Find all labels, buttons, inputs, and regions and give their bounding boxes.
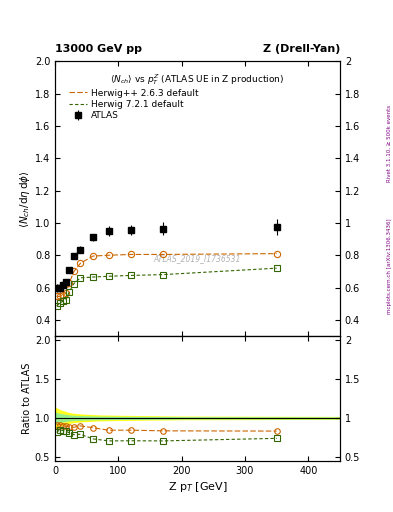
Herwig++ 2.6.3 default [54, 293, 59, 300]
Herwig++ 2.6.3 default [61, 292, 65, 298]
Herwig 7.2.1 default [54, 303, 59, 309]
Herwig 7.2.1 default [78, 275, 83, 281]
Herwig 7.2.1 default [67, 289, 72, 295]
Herwig++ 2.6.3 default [274, 250, 279, 257]
Herwig 7.2.1 default [61, 298, 65, 304]
Y-axis label: Ratio to ATLAS: Ratio to ATLAS [22, 362, 32, 434]
Herwig++ 2.6.3 default [64, 290, 68, 296]
Herwig 7.2.1 default [64, 296, 68, 303]
Herwig++ 2.6.3 default [129, 251, 133, 258]
Herwig++ 2.6.3 default [91, 253, 95, 259]
Herwig 7.2.1 default [160, 271, 165, 278]
Herwig++ 2.6.3 default [78, 260, 83, 266]
Herwig++ 2.6.3 default [72, 268, 76, 274]
Text: 13000 GeV pp: 13000 GeV pp [55, 44, 142, 54]
Herwig 7.2.1 default [129, 272, 133, 279]
Herwig++ 2.6.3 default [67, 280, 72, 286]
Herwig 7.2.1 default [72, 281, 76, 287]
Legend: Herwig++ 2.6.3 default, Herwig 7.2.1 default, ATLAS: Herwig++ 2.6.3 default, Herwig 7.2.1 def… [65, 85, 202, 124]
Text: $\langle N_{ch}\rangle$ vs $p_T^Z$ (ATLAS UE in Z production): $\langle N_{ch}\rangle$ vs $p_T^Z$ (ATLA… [110, 72, 285, 88]
Herwig++ 2.6.3 default [107, 252, 111, 259]
Herwig 7.2.1 default [91, 274, 95, 280]
Text: mcplots.cern.ch [arXiv:1306.3436]: mcplots.cern.ch [arXiv:1306.3436] [387, 219, 392, 314]
Herwig 7.2.1 default [274, 265, 279, 271]
Text: Z (Drell-Yan): Z (Drell-Yan) [263, 44, 340, 54]
Herwig++ 2.6.3 default [57, 293, 62, 300]
X-axis label: Z p$_T$ [GeV]: Z p$_T$ [GeV] [167, 480, 228, 494]
Line: Herwig 7.2.1 default: Herwig 7.2.1 default [57, 268, 277, 306]
Herwig 7.2.1 default [57, 300, 62, 306]
Y-axis label: $\langle N_{ch}/\mathrm{d}\eta\,\mathrm{d}\phi\rangle$: $\langle N_{ch}/\mathrm{d}\eta\,\mathrm{… [18, 170, 32, 227]
Herwig++ 2.6.3 default [160, 251, 165, 258]
Text: Rivet 3.1.10, ≥ 500k events: Rivet 3.1.10, ≥ 500k events [387, 105, 392, 182]
Text: ATLAS_2019_I1736531: ATLAS_2019_I1736531 [154, 254, 241, 264]
Line: Herwig++ 2.6.3 default: Herwig++ 2.6.3 default [57, 253, 277, 296]
Herwig 7.2.1 default [107, 273, 111, 280]
